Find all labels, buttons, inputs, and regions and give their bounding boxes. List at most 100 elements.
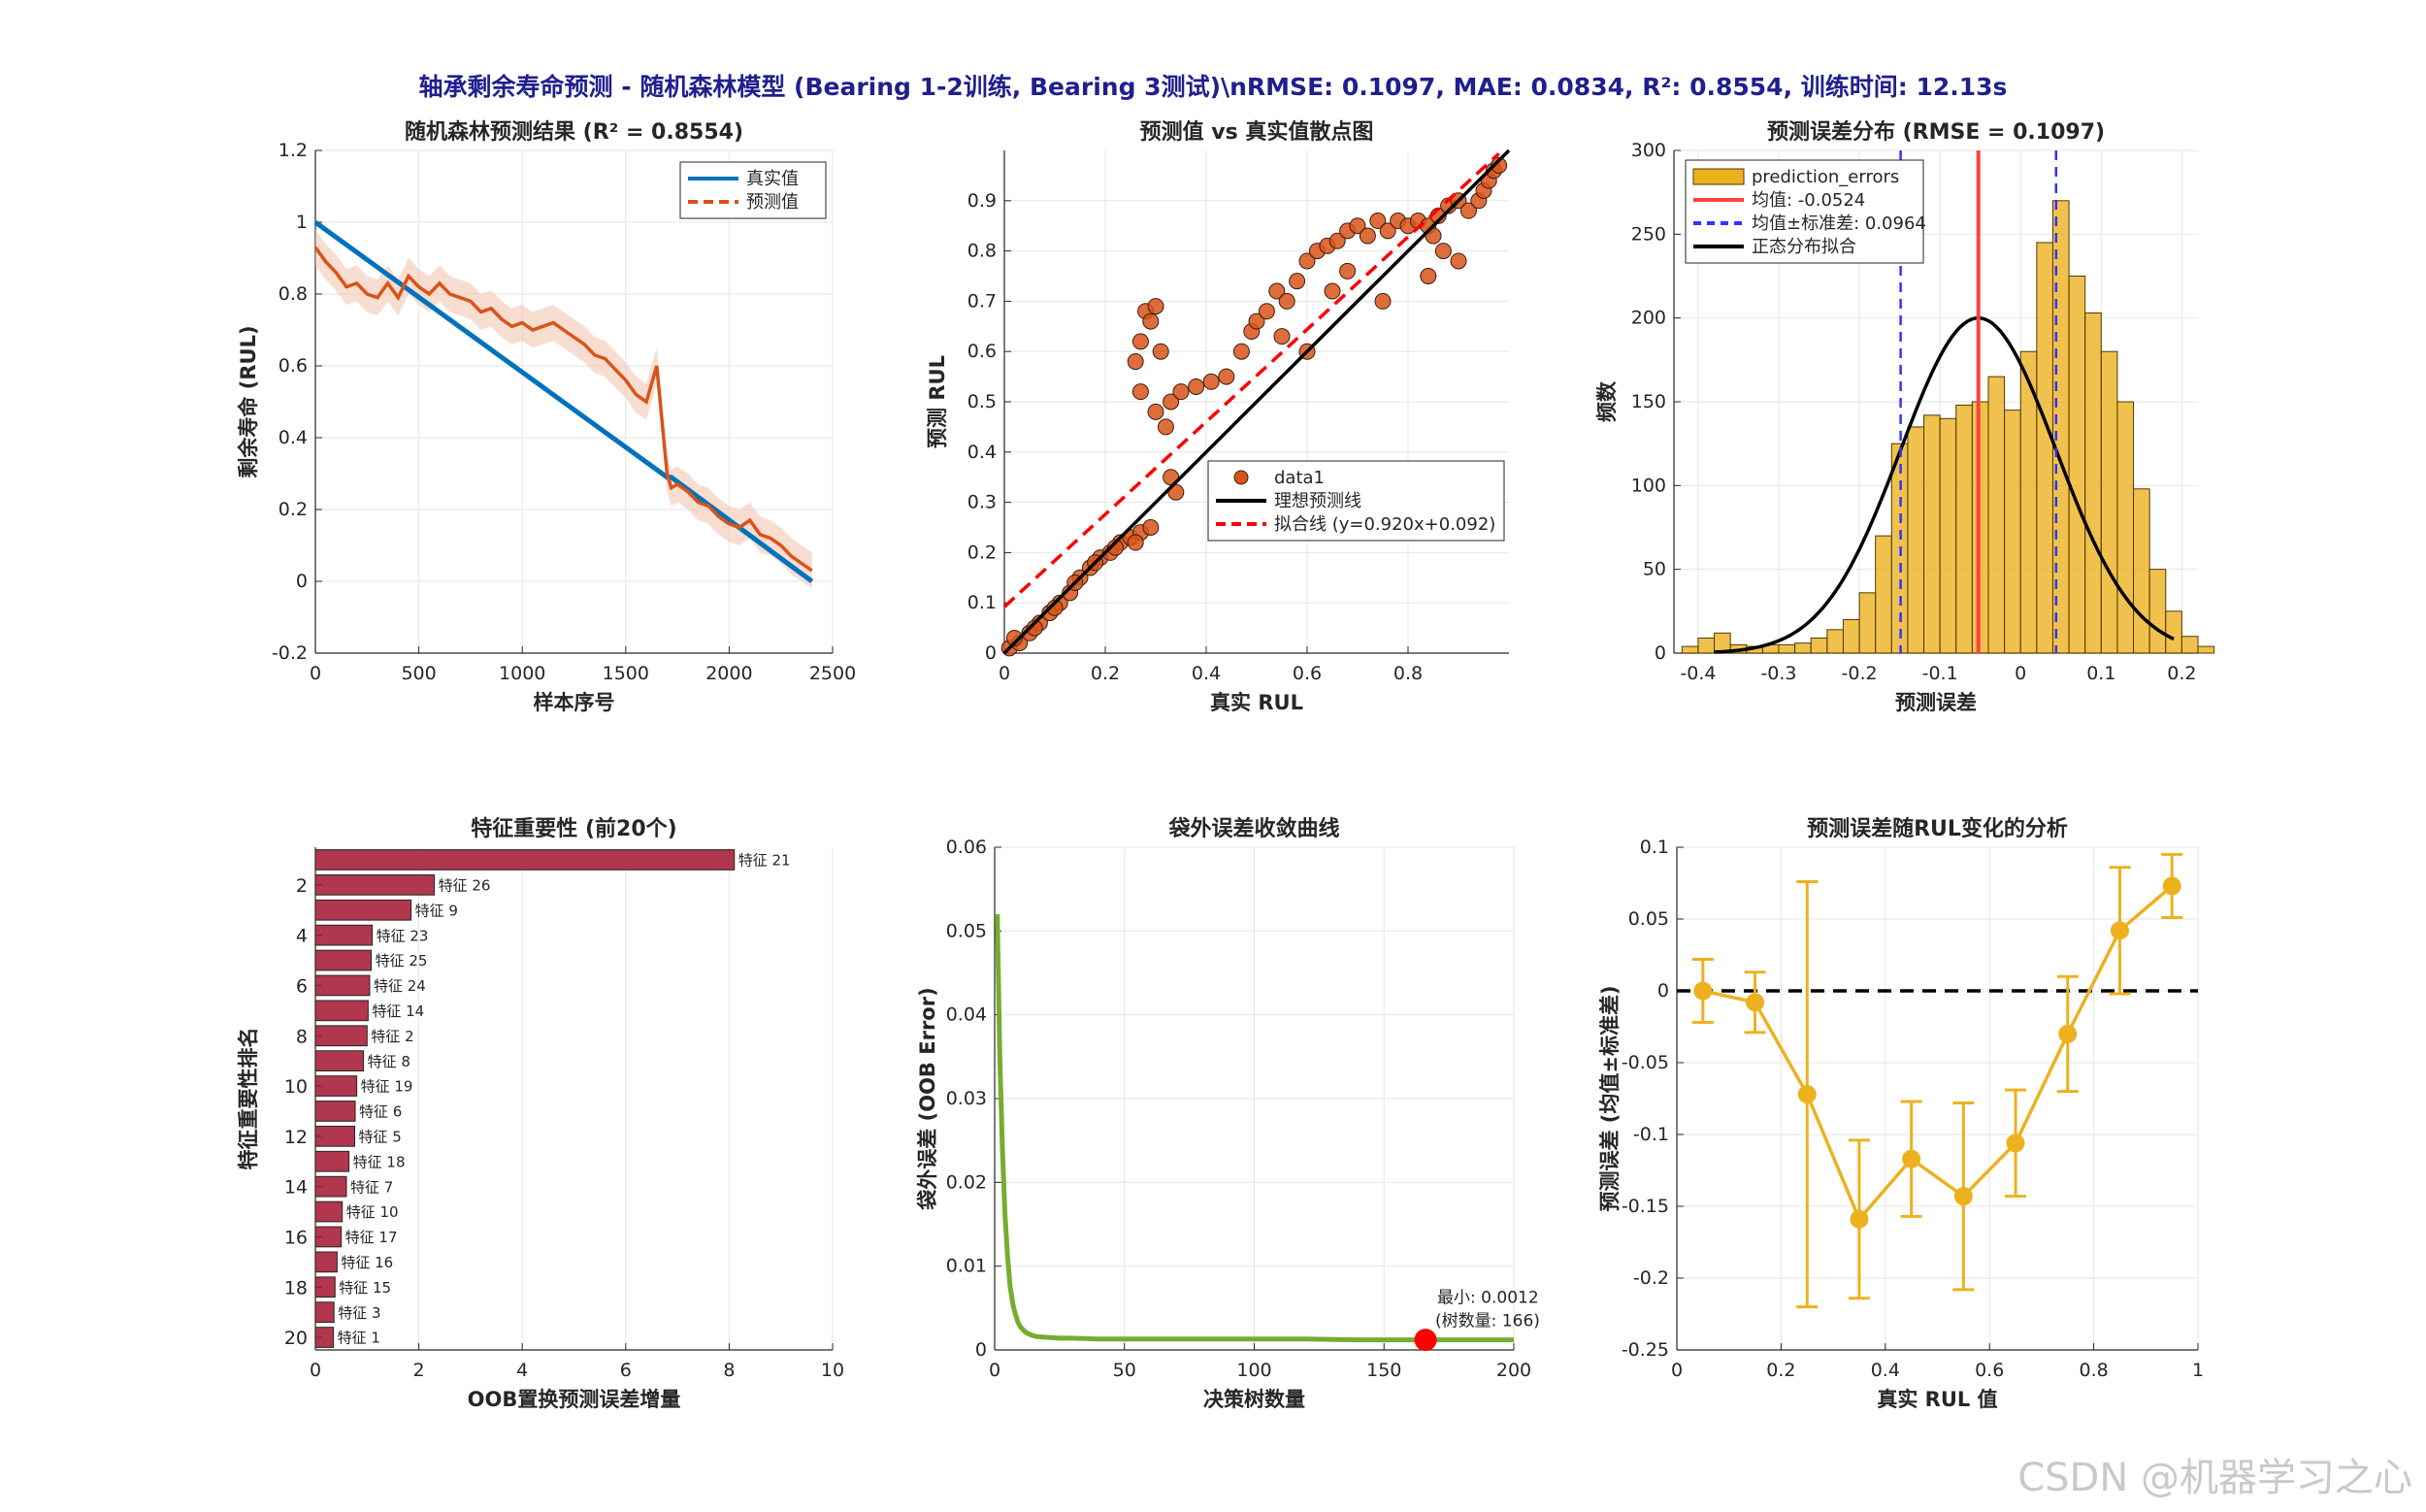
p2-scatter-point: [1147, 403, 1164, 420]
figure-suptitle: 轴承剩余寿命预测 - 随机森林模型 (Bearing 1-2训练, Bearin…: [419, 73, 2008, 101]
p3-histogram-bar: [2116, 401, 2135, 654]
p3-histogram-bar: [2084, 312, 2102, 654]
p2-ytick-label: 0.3: [967, 492, 997, 513]
p3-ytick-label: 200: [1631, 308, 1666, 329]
p3-histogram-bar: [2165, 610, 2182, 654]
p4-importance-bar: [314, 949, 373, 971]
p5-xlabel: 决策树数量: [1203, 1388, 1305, 1411]
p4-bar-label: 特征 6: [359, 1103, 402, 1121]
p2-xtick-label: 0.4: [1192, 663, 1221, 684]
p4-bar-label: 特征 2: [371, 1028, 413, 1045]
p3-histogram-bar: [1681, 645, 1699, 654]
p2-scatter-point: [1026, 619, 1043, 637]
p4-ytick-label: 2: [296, 875, 308, 897]
p4-bar-label: 特征 15: [339, 1279, 391, 1297]
p4-bar-label: 特征 24: [374, 977, 426, 995]
p2-ytick-label: 0.1: [967, 592, 997, 613]
p3-ytick-label: 0: [1655, 642, 1666, 664]
p3-histogram-bar: [2068, 276, 2086, 654]
p4-bar-label: 特征 21: [738, 852, 791, 870]
p1-axes-group: 0 500 1000 1500 2000 2500-0.200.20.40.60.811.…: [237, 119, 856, 714]
p2-scatter-point: [1298, 252, 1316, 270]
p4-ytick-label: 10: [284, 1076, 308, 1098]
p4-xtick-label: 8: [723, 1360, 735, 1381]
p3-histogram-bar: [2100, 350, 2118, 654]
p3-xtick-label: -0.1: [1922, 663, 1958, 684]
p1-ytick-label: 0.2: [279, 499, 308, 520]
p2-ytick-label: 0.8: [967, 241, 997, 262]
p4-xtick-label: 0: [310, 1360, 321, 1381]
p5-axes-group: 0 50 100 150 200 0 0.01 0.02 0.03 0.04 0.05 0.06 袋外误…: [916, 816, 1540, 1411]
p2-xtick-label: 0.8: [1393, 663, 1423, 684]
p5-min-trees-label: (树数量: 166): [1435, 1312, 1540, 1331]
p4-importance-bar: [314, 1327, 335, 1348]
p4-ytick-label: 18: [284, 1277, 308, 1298]
p4-importance-bar: [314, 1075, 358, 1097]
p1-xtick-label: 2500: [809, 663, 856, 684]
p1-xlabel: 样本序号: [534, 691, 615, 714]
p1-ylabel: 剩余寿命 (RUL): [237, 325, 260, 477]
p2-xtick-label: 0.6: [1293, 663, 1322, 684]
p4-importance-bar: [314, 1101, 356, 1122]
p2-xtick-label: 0.2: [1091, 663, 1120, 684]
p5-title: 袋外误差收敛曲线: [1167, 816, 1339, 841]
p4-bar-label: 特征 23: [377, 927, 429, 944]
p4-xtick-label: 2: [413, 1360, 425, 1381]
p4-importance-bar: [314, 899, 412, 921]
p6-ytick-label: -0.25: [1622, 1339, 1669, 1361]
p2-scatter-point: [1359, 227, 1376, 245]
p2-scatter-point: [1248, 312, 1265, 330]
p6-mean-point: [1693, 981, 1713, 1001]
p1-series-pred: [313, 246, 813, 573]
p5-ytick-label: 0.04: [946, 1004, 987, 1026]
legend-patch-swatch: [1692, 168, 1745, 185]
p4-bar-label: 特征 7: [350, 1178, 393, 1196]
p3-histogram-bar: [2148, 569, 2167, 654]
p5-ytick-label: 0.06: [946, 837, 987, 858]
p1-ytick-label: 1.2: [279, 140, 308, 161]
p6-mean-point: [2162, 876, 2181, 896]
p2-ytick-label: 0.7: [967, 290, 997, 312]
p1-xtick-label: 2000: [705, 663, 752, 684]
p3-xtick-label: 0: [2015, 663, 2026, 684]
p5-ylabel: 袋外误差 (OOB Error): [916, 987, 939, 1210]
p6-xtick-label: 0.6: [1975, 1360, 2004, 1381]
p3-histogram-bar: [1842, 618, 1860, 654]
p6-mean-point: [1953, 1187, 1973, 1206]
legend: prediction_errors 均值: -0.0524 均值±标准差: 0.09…: [1685, 159, 1926, 264]
p4-importance-bar: [314, 1000, 369, 1022]
p6-axes-group: 0 0.2 0.4 0.6 0.8 1 -0.25 -0.2 -0.15 -0.1 -0.05 0 0.…: [1598, 816, 2204, 1411]
p6-ytick-label: -0.05: [1622, 1052, 1669, 1073]
p3-xtick-label: -0.2: [1842, 663, 1878, 684]
p2-scatter-point: [1127, 353, 1144, 371]
p2-scatter-point: [1374, 292, 1392, 310]
p1-ytick-label: -0.2: [272, 642, 308, 664]
p2-fit-line: [1002, 152, 1500, 608]
p3-histogram-bar: [2133, 488, 2150, 654]
p4-bar-label: 特征 14: [372, 1003, 424, 1020]
p5-min-point-marker: [1414, 1329, 1437, 1352]
p6-ylabel: 预测误差 (均值±标准差): [1598, 985, 1622, 1211]
p4-importance-bar: [314, 1050, 365, 1072]
p1-title: 随机森林预测结果 (R² = 0.8554): [405, 119, 743, 145]
p2-scatter-point: [1278, 292, 1295, 310]
legend-box: [679, 161, 827, 219]
p4-ytick-label: 6: [296, 975, 308, 997]
legend-marker-swatch: [1233, 470, 1249, 485]
p4-ytick-label: 8: [296, 1026, 308, 1047]
p3-xtick-label: 0.1: [2086, 663, 2115, 684]
p3-histogram-bar: [1794, 642, 1812, 654]
p5-xtick-label: 0: [989, 1360, 1000, 1381]
p3-ylabel: 频数: [1595, 380, 1619, 422]
p5-ytick-label: 0.05: [946, 920, 987, 941]
p5-xtick-label: 200: [1496, 1360, 1531, 1381]
p2-scatter-point: [1268, 282, 1286, 300]
p4-importance-bar: [314, 1251, 338, 1273]
p4-ytick-label: 16: [284, 1227, 308, 1248]
p2-ytick-label: 0.6: [967, 341, 997, 362]
p2-scatter-point: [1152, 343, 1169, 360]
p4-bar-label: 特征 8: [368, 1053, 410, 1070]
p2-title: 预测值 vs 真实值散点图: [1140, 119, 1374, 145]
